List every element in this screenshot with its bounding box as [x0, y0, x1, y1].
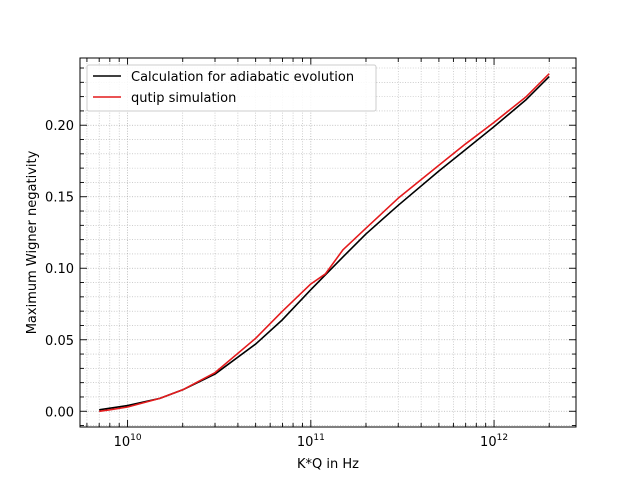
legend-box	[86, 64, 377, 112]
series-lines	[99, 73, 550, 413]
y-tick-label: 0.10	[45, 262, 74, 277]
legend: Calculation for adiabatic evolution quti…	[86, 64, 377, 112]
y-tick-label: 0.00	[45, 405, 74, 420]
x-tick-base: 10	[114, 435, 131, 450]
y-tick-label: 0.20	[45, 119, 74, 134]
x-tick-label: 1012	[480, 433, 508, 450]
x-tick-exponent: 10	[130, 433, 142, 443]
x-tick-base: 10	[480, 435, 497, 450]
series-line-qutip	[99, 73, 550, 413]
legend-label-adiabatic: Calculation for adiabatic evolution	[131, 70, 354, 85]
x-tick-exponent: 11	[313, 433, 324, 443]
plot-frame	[79, 57, 577, 428]
legend-label-qutip: qutip simulation	[131, 91, 236, 106]
y-tick-label: 0.05	[45, 334, 74, 349]
y-tick-label: 0.15	[45, 191, 74, 206]
axis-ticks	[80, 58, 576, 427]
x-axis-label: K*Q in Hz	[297, 457, 359, 472]
x-tick-base: 10	[297, 435, 314, 450]
grid	[80, 58, 576, 427]
x-tick-label: 1011	[297, 433, 325, 450]
x-tick-label: 1010	[114, 433, 142, 450]
x-tick-exponent: 12	[497, 433, 508, 443]
y-axis-label: Maximum Wigner negativity	[25, 150, 40, 334]
